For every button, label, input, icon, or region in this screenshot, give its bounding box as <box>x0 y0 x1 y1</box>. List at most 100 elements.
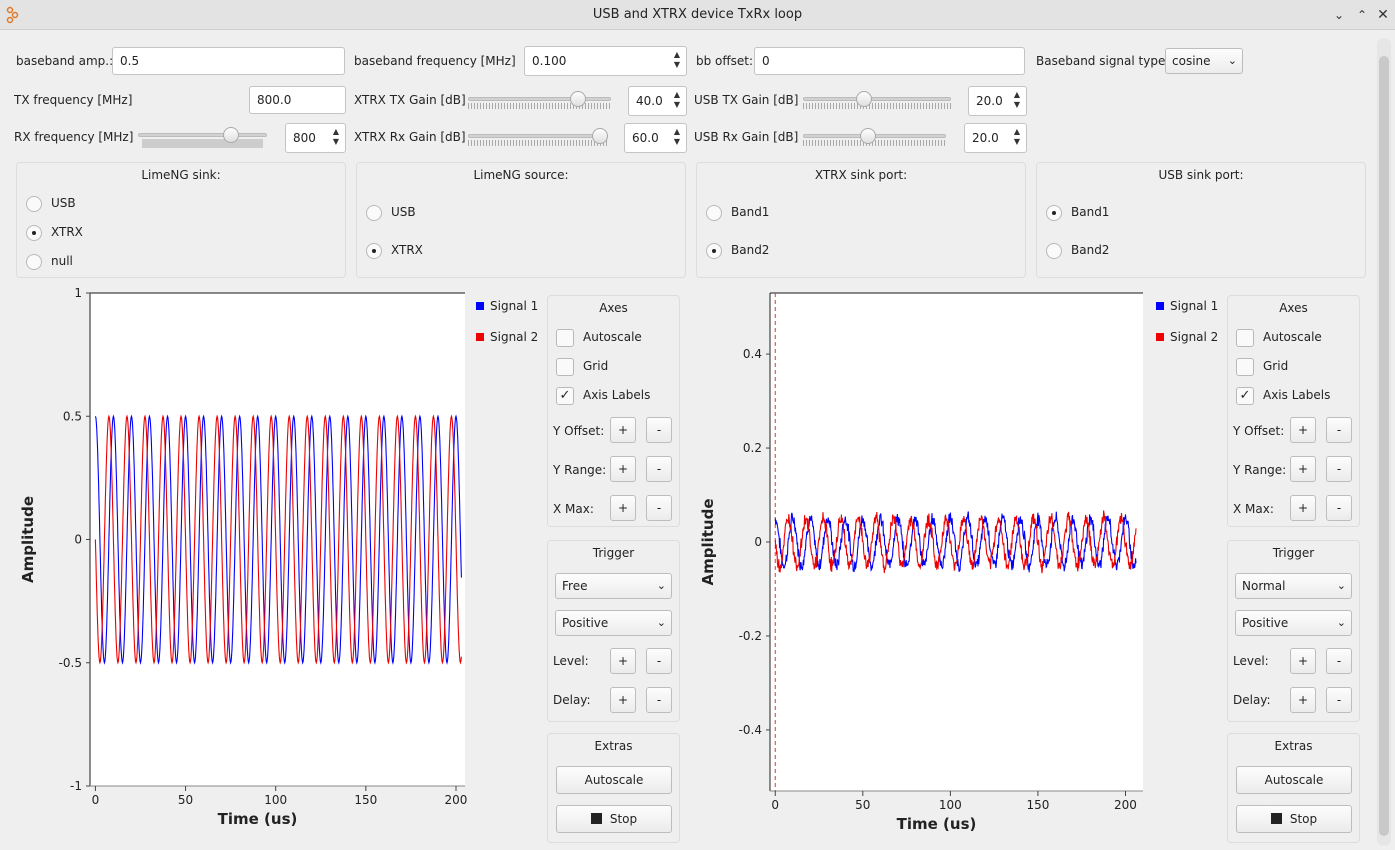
y-range-minus-button[interactable]: - <box>646 456 672 482</box>
trigger-delay-minus-button[interactable]: - <box>1326 687 1352 713</box>
slider-handle[interactable] <box>860 128 877 144</box>
trigger-mode-select[interactable]: Normal ⌄ <box>1235 573 1352 599</box>
rx-frequency-spinbox[interactable]: 800 ▲ ▼ <box>285 123 346 153</box>
close-icon[interactable]: ✕ <box>1377 7 1389 23</box>
limeng-source-group: LimeNG source: USB XTRX <box>356 162 686 278</box>
x-tick-label: 200 <box>1114 798 1137 812</box>
x-tick-label: 200 <box>445 793 468 807</box>
trigger-slope-select[interactable]: Positive ⌄ <box>555 610 672 636</box>
x-tick-label: 50 <box>855 798 870 812</box>
signal-type-label: Baseband signal type: <box>1036 54 1170 68</box>
x-tick-label: 0 <box>771 798 779 812</box>
spin-arrows-icon[interactable]: ▲ ▼ <box>673 90 681 109</box>
baseband-amp-input[interactable]: 0.5 <box>112 47 345 75</box>
y-range-label: Y Range: <box>1233 463 1287 477</box>
y-offset-minus-button[interactable]: - <box>646 417 672 443</box>
stop-icon <box>590 813 602 824</box>
xtrx-tx-gain-slider[interactable] <box>468 91 611 109</box>
trigger-level-plus-button[interactable]: + <box>1290 648 1316 674</box>
group-title: Extras <box>1274 739 1313 753</box>
trigger-level-minus-button[interactable]: - <box>646 648 672 674</box>
bb-offset-input[interactable]: 0 <box>754 47 1025 75</box>
stop-button[interactable]: Stop <box>1236 805 1352 833</box>
y-offset-minus-button[interactable]: - <box>1326 417 1352 443</box>
trigger-mode-select[interactable]: Free ⌄ <box>555 573 672 599</box>
baseband-frequency-spinbox[interactable]: 0.100 ▲ ▼ <box>524 46 687 76</box>
y-range-minus-button[interactable]: - <box>1326 456 1352 482</box>
y-offset-plus-button[interactable]: + <box>1290 417 1316 443</box>
chevron-down-icon: ⌄ <box>1227 54 1237 67</box>
tx-frequency-input[interactable]: 800.0 <box>249 86 346 114</box>
x-max-minus-button[interactable]: - <box>646 495 672 521</box>
xtrx-tx-gain-spinbox[interactable]: 40.0 ▲ ▼ <box>628 86 687 116</box>
trigger-slope-select[interactable]: Positive ⌄ <box>1235 610 1352 636</box>
gnuradio-icon <box>6 6 19 24</box>
bb-offset-label: bb offset: <box>696 54 754 68</box>
trigger-level-label: Level: <box>1233 654 1269 668</box>
group-title: LimeNG source: <box>473 168 569 182</box>
legend-swatch <box>1156 333 1164 341</box>
usb-rx-gain-label: USB Rx Gain [dB] <box>694 130 799 144</box>
y-tick-label: 1 <box>74 286 82 300</box>
x-max-plus-button[interactable]: + <box>610 495 636 521</box>
xtrx-rx-gain-value: 60.0 <box>632 131 659 145</box>
usb-tx-gain-slider[interactable] <box>803 91 951 109</box>
trigger-level-minus-button[interactable]: - <box>1326 648 1352 674</box>
y-offset-plus-button[interactable]: + <box>610 417 636 443</box>
slider-handle[interactable] <box>222 127 239 143</box>
chevron-down-icon: ⌄ <box>1336 616 1346 629</box>
x-tick-label: 100 <box>939 798 962 812</box>
x-max-plus-button[interactable]: + <box>1290 495 1316 521</box>
spin-arrows-icon[interactable]: ▲ ▼ <box>1013 90 1021 109</box>
stop-button[interactable]: Stop <box>556 805 672 833</box>
time-sink-plot-rx[interactable]: 0.4 0.2 0 -0.2 -0.4 0 50 100 150 200 Time (us) Ampl… <box>680 285 1150 845</box>
slider-handle[interactable] <box>569 91 586 107</box>
spin-arrows-icon[interactable]: ▲ ▼ <box>1013 127 1021 146</box>
vertical-scrollbar[interactable] <box>1377 38 1391 846</box>
legend-signal1[interactable]: Signal 1 <box>1156 299 1218 313</box>
plot-canvas <box>90 293 465 786</box>
xtrx-tx-gain-value: 40.0 <box>636 94 663 108</box>
y-tick-label: -1 <box>70 779 82 793</box>
autoscale-button[interactable]: Autoscale <box>1236 766 1352 794</box>
slider-handle[interactable] <box>855 91 872 107</box>
maximize-icon[interactable]: ⌃ <box>1356 8 1368 22</box>
y-range-plus-button[interactable]: + <box>610 456 636 482</box>
usb-sink-port-group: USB sink port: Band1 Band2 <box>1036 162 1366 278</box>
trigger-delay-plus-button[interactable]: + <box>1290 687 1316 713</box>
xtrx-rx-gain-spinbox[interactable]: 60.0 ▲ ▼ <box>624 123 687 153</box>
legend-signal2[interactable]: Signal 2 <box>1156 330 1218 344</box>
x-tick-label: 150 <box>1026 798 1049 812</box>
trigger-level-plus-button[interactable]: + <box>610 648 636 674</box>
trigger-delay-plus-button[interactable]: + <box>610 687 636 713</box>
signal-type-select[interactable]: cosine ⌄ <box>1165 48 1243 74</box>
legend-signal1[interactable]: Signal 1 <box>476 299 538 313</box>
time-sink-plot-tx[interactable]: 1 0.5 0 -0.5 -1 0 50 100 150 200 Time (us) Amplitud… <box>0 285 470 845</box>
usb-rx-gain-spinbox[interactable]: 20.0 ▲ ▼ <box>964 123 1027 153</box>
xtrx-tx-gain-label: XTRX TX Gain [dB] <box>354 93 466 107</box>
legend-swatch <box>476 333 484 341</box>
spin-arrows-icon[interactable]: ▲ ▼ <box>673 127 681 146</box>
group-title: Axes <box>599 301 628 315</box>
group-title: XTRX sink port: <box>814 168 908 182</box>
usb-rx-gain-slider[interactable] <box>803 128 946 146</box>
slider-handle[interactable] <box>592 128 608 144</box>
xtrx-rx-gain-label: XTRX Rx Gain [dB] <box>354 130 466 144</box>
usb-tx-gain-spinbox[interactable]: 20.0 ▲ ▼ <box>968 86 1027 116</box>
spin-arrows-icon[interactable]: ▲ ▼ <box>332 127 340 146</box>
x-tick-label: 100 <box>264 793 287 807</box>
legend-signal2[interactable]: Signal 2 <box>476 330 538 344</box>
y-offset-label: Y Offset: <box>1233 424 1285 438</box>
extras-group: Extras Autoscale Stop <box>1227 733 1360 843</box>
y-range-plus-button[interactable]: + <box>1290 456 1316 482</box>
trigger-delay-minus-button[interactable]: - <box>646 687 672 713</box>
autoscale-button[interactable]: Autoscale <box>556 766 672 794</box>
group-title: Extras <box>594 739 633 753</box>
xtrx-rx-gain-slider[interactable] <box>468 128 608 146</box>
rx-frequency-slider[interactable] <box>138 127 267 148</box>
x-max-minus-button[interactable]: - <box>1326 495 1352 521</box>
spin-arrows-icon[interactable]: ▲ ▼ <box>673 50 681 69</box>
y-tick-label: 0.4 <box>743 347 762 361</box>
minimize-icon[interactable]: ⌄ <box>1333 8 1345 22</box>
scrollbar-thumb[interactable] <box>1379 56 1389 836</box>
